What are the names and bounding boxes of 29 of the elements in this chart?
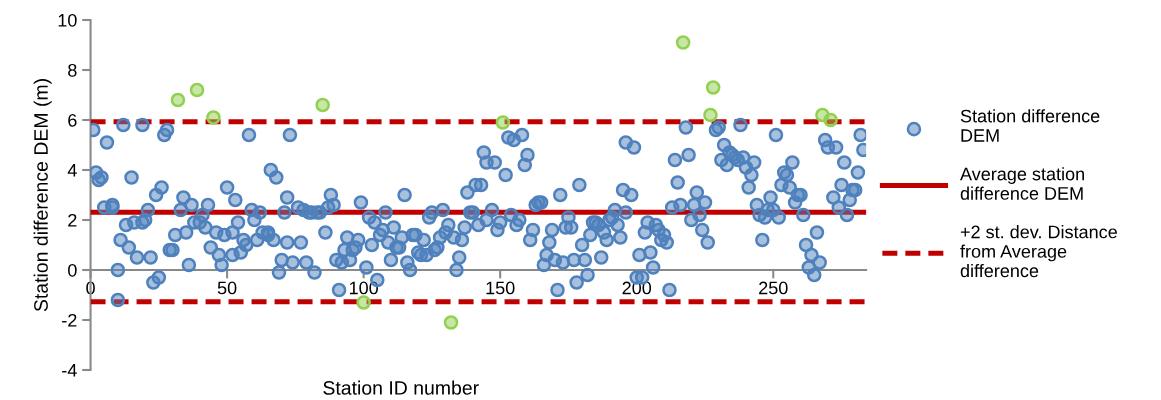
y-tick-label: 6	[68, 113, 77, 127]
point	[675, 35, 691, 50]
legend-label: Station difference DEM	[960, 109, 1100, 142]
x-tick-label: 50	[217, 281, 237, 295]
x-tick-label: 0	[86, 281, 95, 295]
legend-label: Average station difference DEM	[960, 167, 1084, 200]
point	[206, 110, 221, 125]
x-axis-title: Station ID number	[323, 380, 479, 395]
point	[823, 112, 838, 128]
point	[170, 92, 186, 108]
point	[315, 97, 330, 113]
y-tick-label: -4	[62, 364, 77, 377]
point	[705, 80, 721, 95]
x-tick-label: 250	[759, 281, 788, 295]
y-tick-label: 10	[58, 13, 77, 27]
x-tick-label: 150	[486, 281, 515, 295]
point	[443, 315, 459, 330]
y-tick-label: 4	[67, 164, 77, 177]
y-tick-label: 2	[68, 213, 77, 227]
y-tick-label: 0	[68, 263, 77, 277]
point	[356, 295, 371, 310]
point	[189, 82, 205, 98]
legend-label: +2 st. dev. Distance from Average difference	[960, 225, 1117, 278]
y-axis-title: Station difference DEM (m)	[33, 79, 52, 312]
point	[495, 115, 511, 130]
y-tick-label: 8	[68, 63, 77, 77]
y-tick-label: -2	[62, 313, 77, 327]
x-tick-label: 100	[349, 281, 378, 295]
point	[703, 107, 718, 123]
